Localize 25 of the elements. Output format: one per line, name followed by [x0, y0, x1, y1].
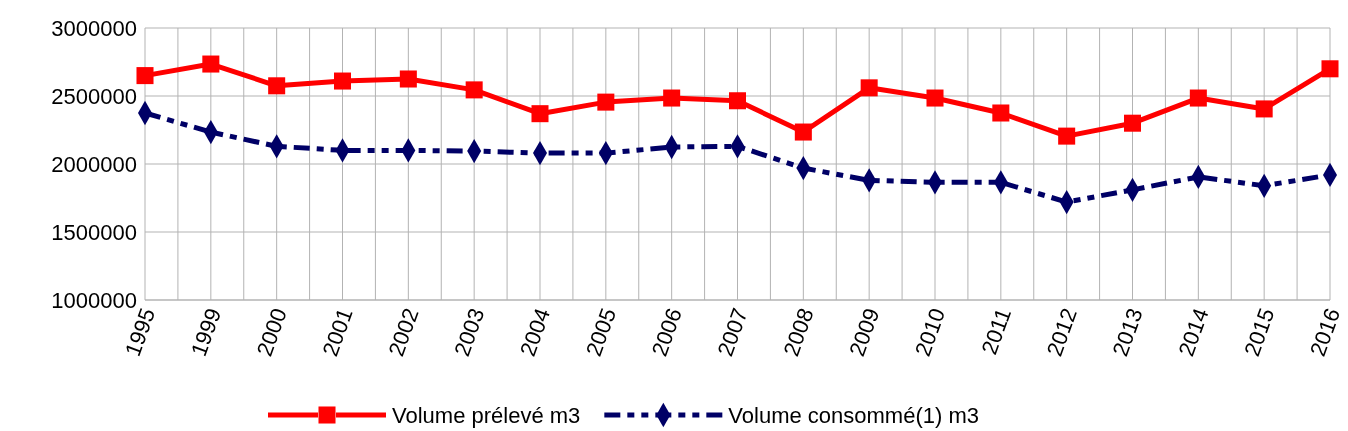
- legend-label: Volume consommé(1) m3: [728, 402, 979, 428]
- y-tick-label: 2500000: [51, 83, 137, 109]
- x-tick-label: 2001: [317, 304, 358, 360]
- x-tick-label: 2013: [1107, 304, 1148, 360]
- x-tick-label: 2015: [1239, 304, 1280, 360]
- x-tick-label: 2010: [910, 304, 951, 360]
- x-tick-label: 2012: [1041, 304, 1082, 360]
- x-tick-label: 2003: [449, 304, 490, 360]
- x-tick-label: 2011: [976, 304, 1017, 358]
- y-tick-label: 2000000: [51, 151, 137, 177]
- x-tick-label: 2006: [646, 304, 687, 360]
- x-tick-label: 2016: [1305, 304, 1346, 360]
- y-tick-label: 1500000: [51, 219, 137, 245]
- x-tick-label: 2008: [778, 304, 819, 360]
- x-tick-label: 2009: [844, 304, 885, 360]
- y-tick-label: 1000000: [51, 287, 137, 313]
- x-tick-label: 2000: [251, 304, 292, 360]
- x-tick-label: 2004: [515, 304, 556, 360]
- y-tick-label: 3000000: [51, 15, 137, 41]
- x-tick-label: 2005: [580, 304, 622, 360]
- x-tick-label: 2007: [712, 304, 753, 360]
- x-tick-label: 2014: [1173, 304, 1214, 360]
- x-tick-label: 1999: [185, 304, 227, 360]
- x-tick-label: 2002: [383, 304, 424, 360]
- legend-label: Volume prélevé m3: [392, 402, 581, 428]
